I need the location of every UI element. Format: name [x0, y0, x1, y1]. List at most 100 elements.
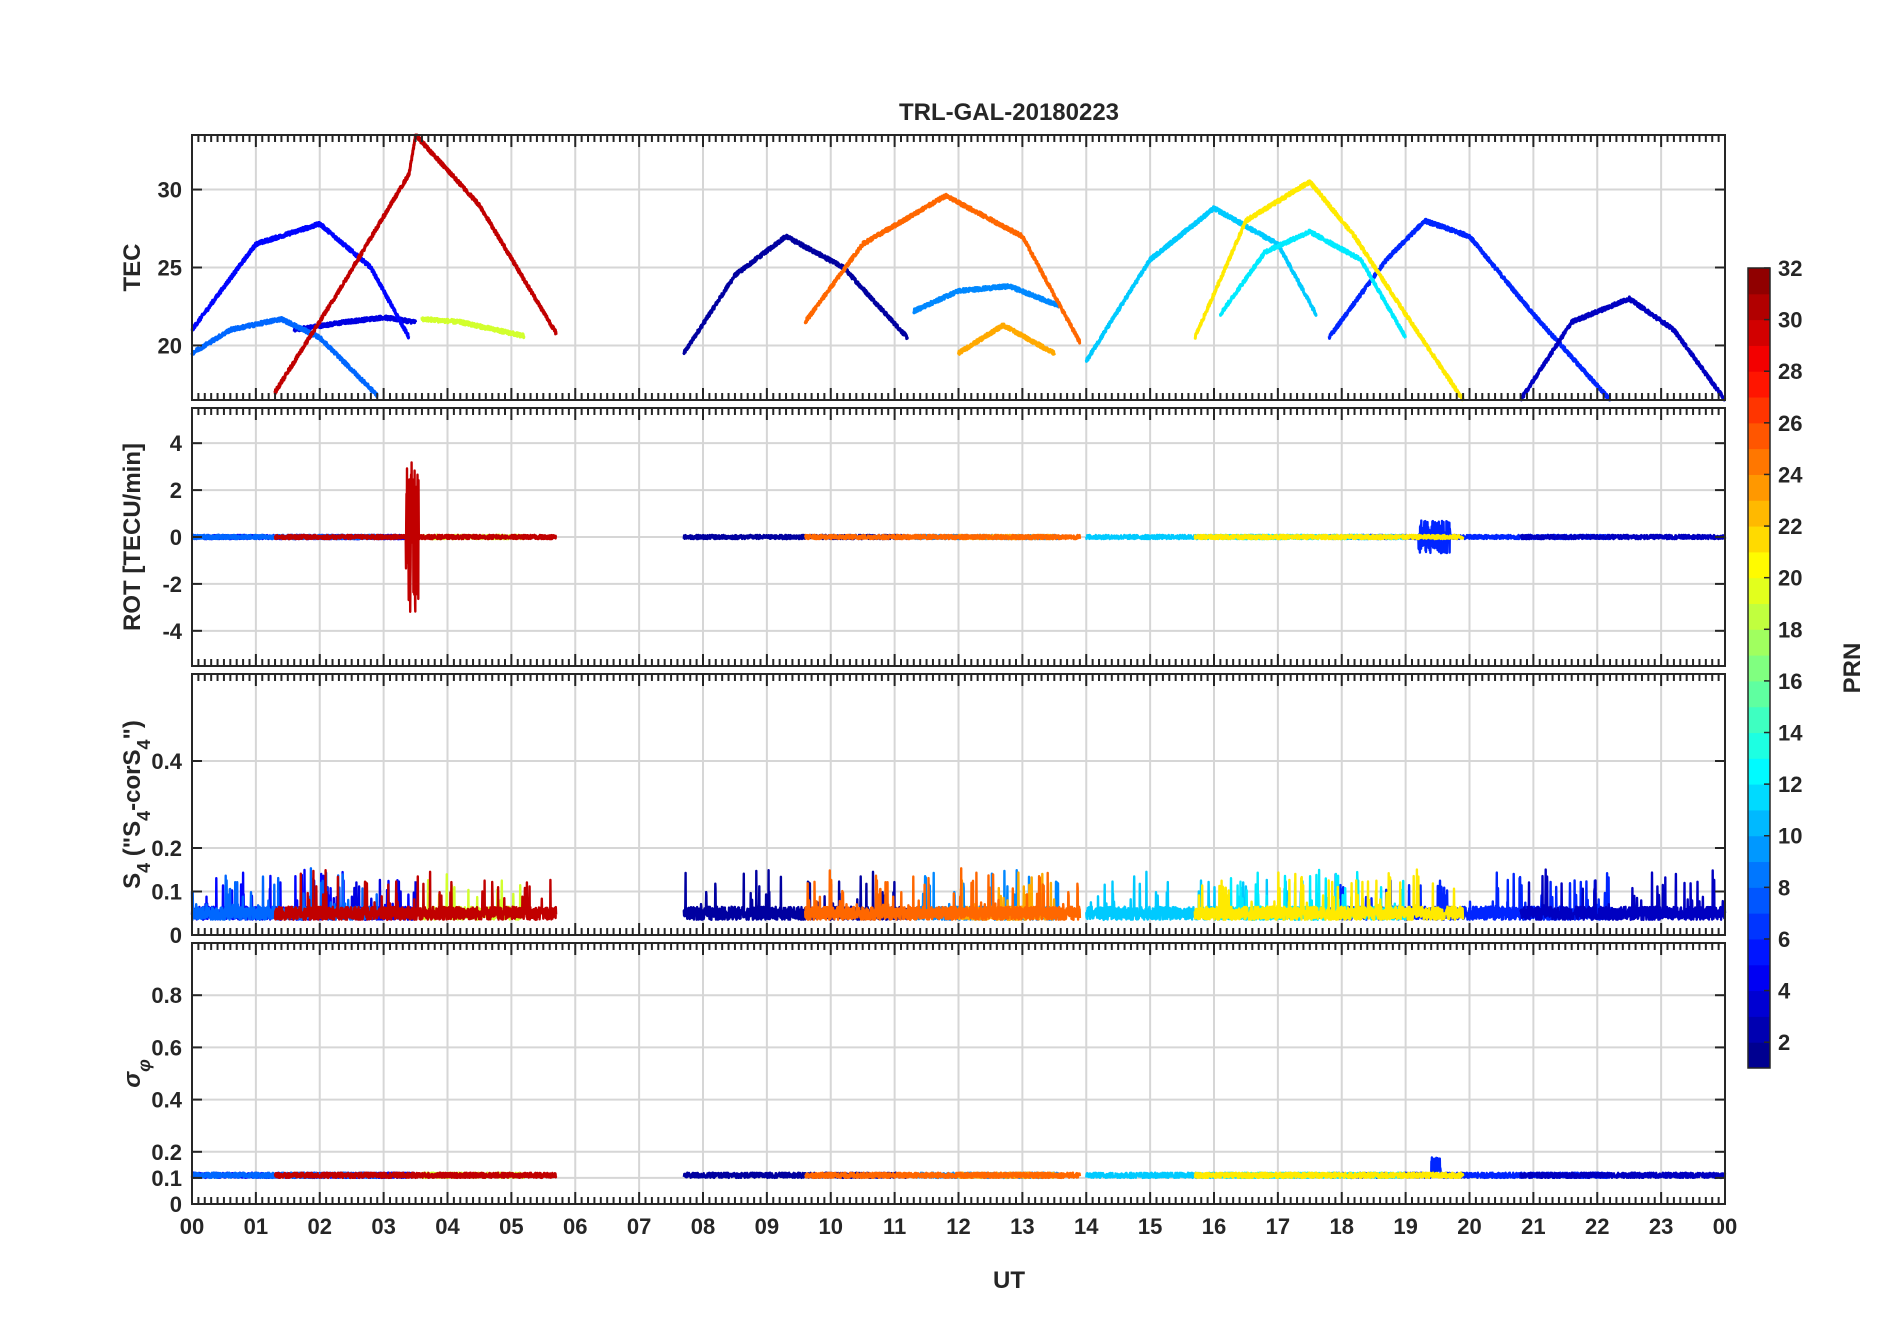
colorbar-segment [1748, 448, 1770, 475]
x-tick-label: 13 [1010, 1214, 1034, 1239]
x-tick-label: 03 [371, 1214, 395, 1239]
colorbar-segment [1748, 526, 1770, 553]
x-tick-label: 15 [1138, 1214, 1162, 1239]
series-line-prn-30 [273, 869, 558, 921]
colorbar-tick-label: 32 [1778, 256, 1802, 281]
y-tick-label: 0.2 [151, 1140, 182, 1165]
series-line-prn-25 [804, 533, 1082, 541]
series-line-prn-19 [420, 316, 526, 340]
colorbar-segment [1748, 603, 1770, 630]
series-line-prn-25 [804, 867, 1082, 921]
colorbar-tick-label: 2 [1778, 1030, 1790, 1055]
colorbar-segment [1748, 345, 1770, 372]
x-tick-label: 09 [755, 1214, 779, 1239]
x-tick-label: 07 [627, 1214, 651, 1239]
colorbar-tick-label: 4 [1778, 979, 1791, 1004]
series-line-prn-30 [273, 461, 557, 613]
y-tick-label: 0 [170, 923, 182, 948]
series-line-prn-5 [190, 220, 411, 340]
colorbar-segment [1748, 629, 1770, 656]
colorbar-segment [1748, 784, 1770, 811]
x-tick-label: 12 [946, 1214, 970, 1239]
colorbar-tick-label: 20 [1778, 566, 1802, 591]
x-tick-label: 04 [435, 1214, 460, 1239]
colorbar-segment [1748, 422, 1770, 450]
colorbar-segment [1748, 964, 1770, 992]
y-tick-label: 30 [158, 178, 182, 203]
panel-tec: 20 25 30 TEC [119, 133, 1727, 402]
y-tick-label: 2 [170, 478, 182, 503]
x-tick-label: 20 [1457, 1214, 1481, 1239]
y-tick-label: 4 [170, 431, 183, 456]
x-tick-label: 01 [244, 1214, 268, 1239]
series-line-prn-3 [1519, 295, 1727, 402]
series-line-prn-21 [1193, 868, 1465, 921]
series-line-prn-9 [912, 283, 1063, 315]
x-tick-label: 06 [563, 1214, 587, 1239]
series-line-prn-21 [1193, 179, 1465, 402]
colorbar-tick-label: 12 [1778, 772, 1802, 797]
y-tick-label: 0.4 [151, 1088, 182, 1113]
x-tick-label: 21 [1521, 1214, 1545, 1239]
colorbar-segment [1748, 474, 1770, 501]
series-line-prn-25 [804, 1171, 1082, 1180]
series-line-prn-3 [1519, 868, 1727, 921]
panel-sigma: 00.10.2 0.4 0.6 0.8 σφ [119, 942, 1727, 1217]
y-tick-label: -2 [162, 572, 182, 597]
series-line-prn-11 [1084, 205, 1318, 363]
panel-s4: 0 0.1 0.2 0.4S4 ("S4-corS4") [119, 673, 1727, 948]
x-tick-label: 18 [1330, 1214, 1354, 1239]
y-axis-label: ROT [TECU/min] [119, 443, 146, 631]
colorbar-segment [1748, 293, 1770, 321]
series-line-prn-30 [273, 1171, 558, 1180]
colorbar-segment [1748, 551, 1770, 579]
y-axis-label: S4 ("S4-corS4") [119, 720, 154, 889]
y-tick-label: 0.4 [151, 749, 182, 774]
colorbar-segment [1748, 1016, 1770, 1043]
colorbar-tick-label: 14 [1778, 721, 1803, 746]
y-tick-label: 0.2 [151, 836, 182, 861]
series-line-prn-25 [803, 192, 1082, 345]
x-tick-label: 08 [691, 1214, 715, 1239]
series-line-prn-21 [1193, 533, 1465, 541]
y-tick-label: 0.1 [151, 1166, 182, 1191]
x-tick-label: 02 [308, 1214, 332, 1239]
y-axis-label: TEC [119, 244, 146, 292]
colorbar-segment [1748, 319, 1770, 346]
x-tick-label: 11 [883, 1214, 906, 1239]
colorbar-tick-label: 6 [1778, 927, 1790, 952]
colorbar-segment [1748, 577, 1770, 604]
series-line-prn-3 [1519, 533, 1727, 541]
colorbar-segment [1748, 913, 1770, 940]
colorbar-segment [1748, 809, 1770, 837]
series-line-prn-12 [1218, 228, 1407, 340]
colorbar-segment [1748, 861, 1770, 888]
y-tick-label: 20 [158, 333, 182, 358]
y-tick-label: -4 [162, 619, 182, 644]
colorbar-segment [1748, 371, 1770, 398]
series-line-prn-21 [1193, 1171, 1465, 1180]
series-line-prn-23 [957, 322, 1056, 356]
series-line-prn-6 [1327, 217, 1612, 402]
x-tick-label: 05 [499, 1214, 523, 1239]
colorbar-segment [1748, 268, 1770, 295]
x-tick-label: 23 [1649, 1214, 1673, 1239]
colorbar-tick-label: 8 [1778, 875, 1790, 900]
colorbar-segment [1748, 706, 1770, 734]
colorbar-tick-label: 24 [1778, 462, 1803, 487]
series-layer [190, 133, 1727, 402]
colorbar-segment [1748, 655, 1770, 682]
x-tick-label: 16 [1202, 1214, 1226, 1239]
colorbar-segment [1748, 732, 1770, 759]
x-axis-label: UT [993, 1267, 1025, 1294]
colorbar-tick-label: 30 [1778, 308, 1802, 333]
y-tick-label: 0.6 [151, 1035, 182, 1060]
x-tick-label: 22 [1585, 1214, 1609, 1239]
colorbar-segment [1748, 758, 1770, 785]
series-line-prn-2 [682, 233, 909, 356]
series-layer [190, 461, 1727, 613]
colorbar-tick-label: 26 [1778, 411, 1802, 436]
